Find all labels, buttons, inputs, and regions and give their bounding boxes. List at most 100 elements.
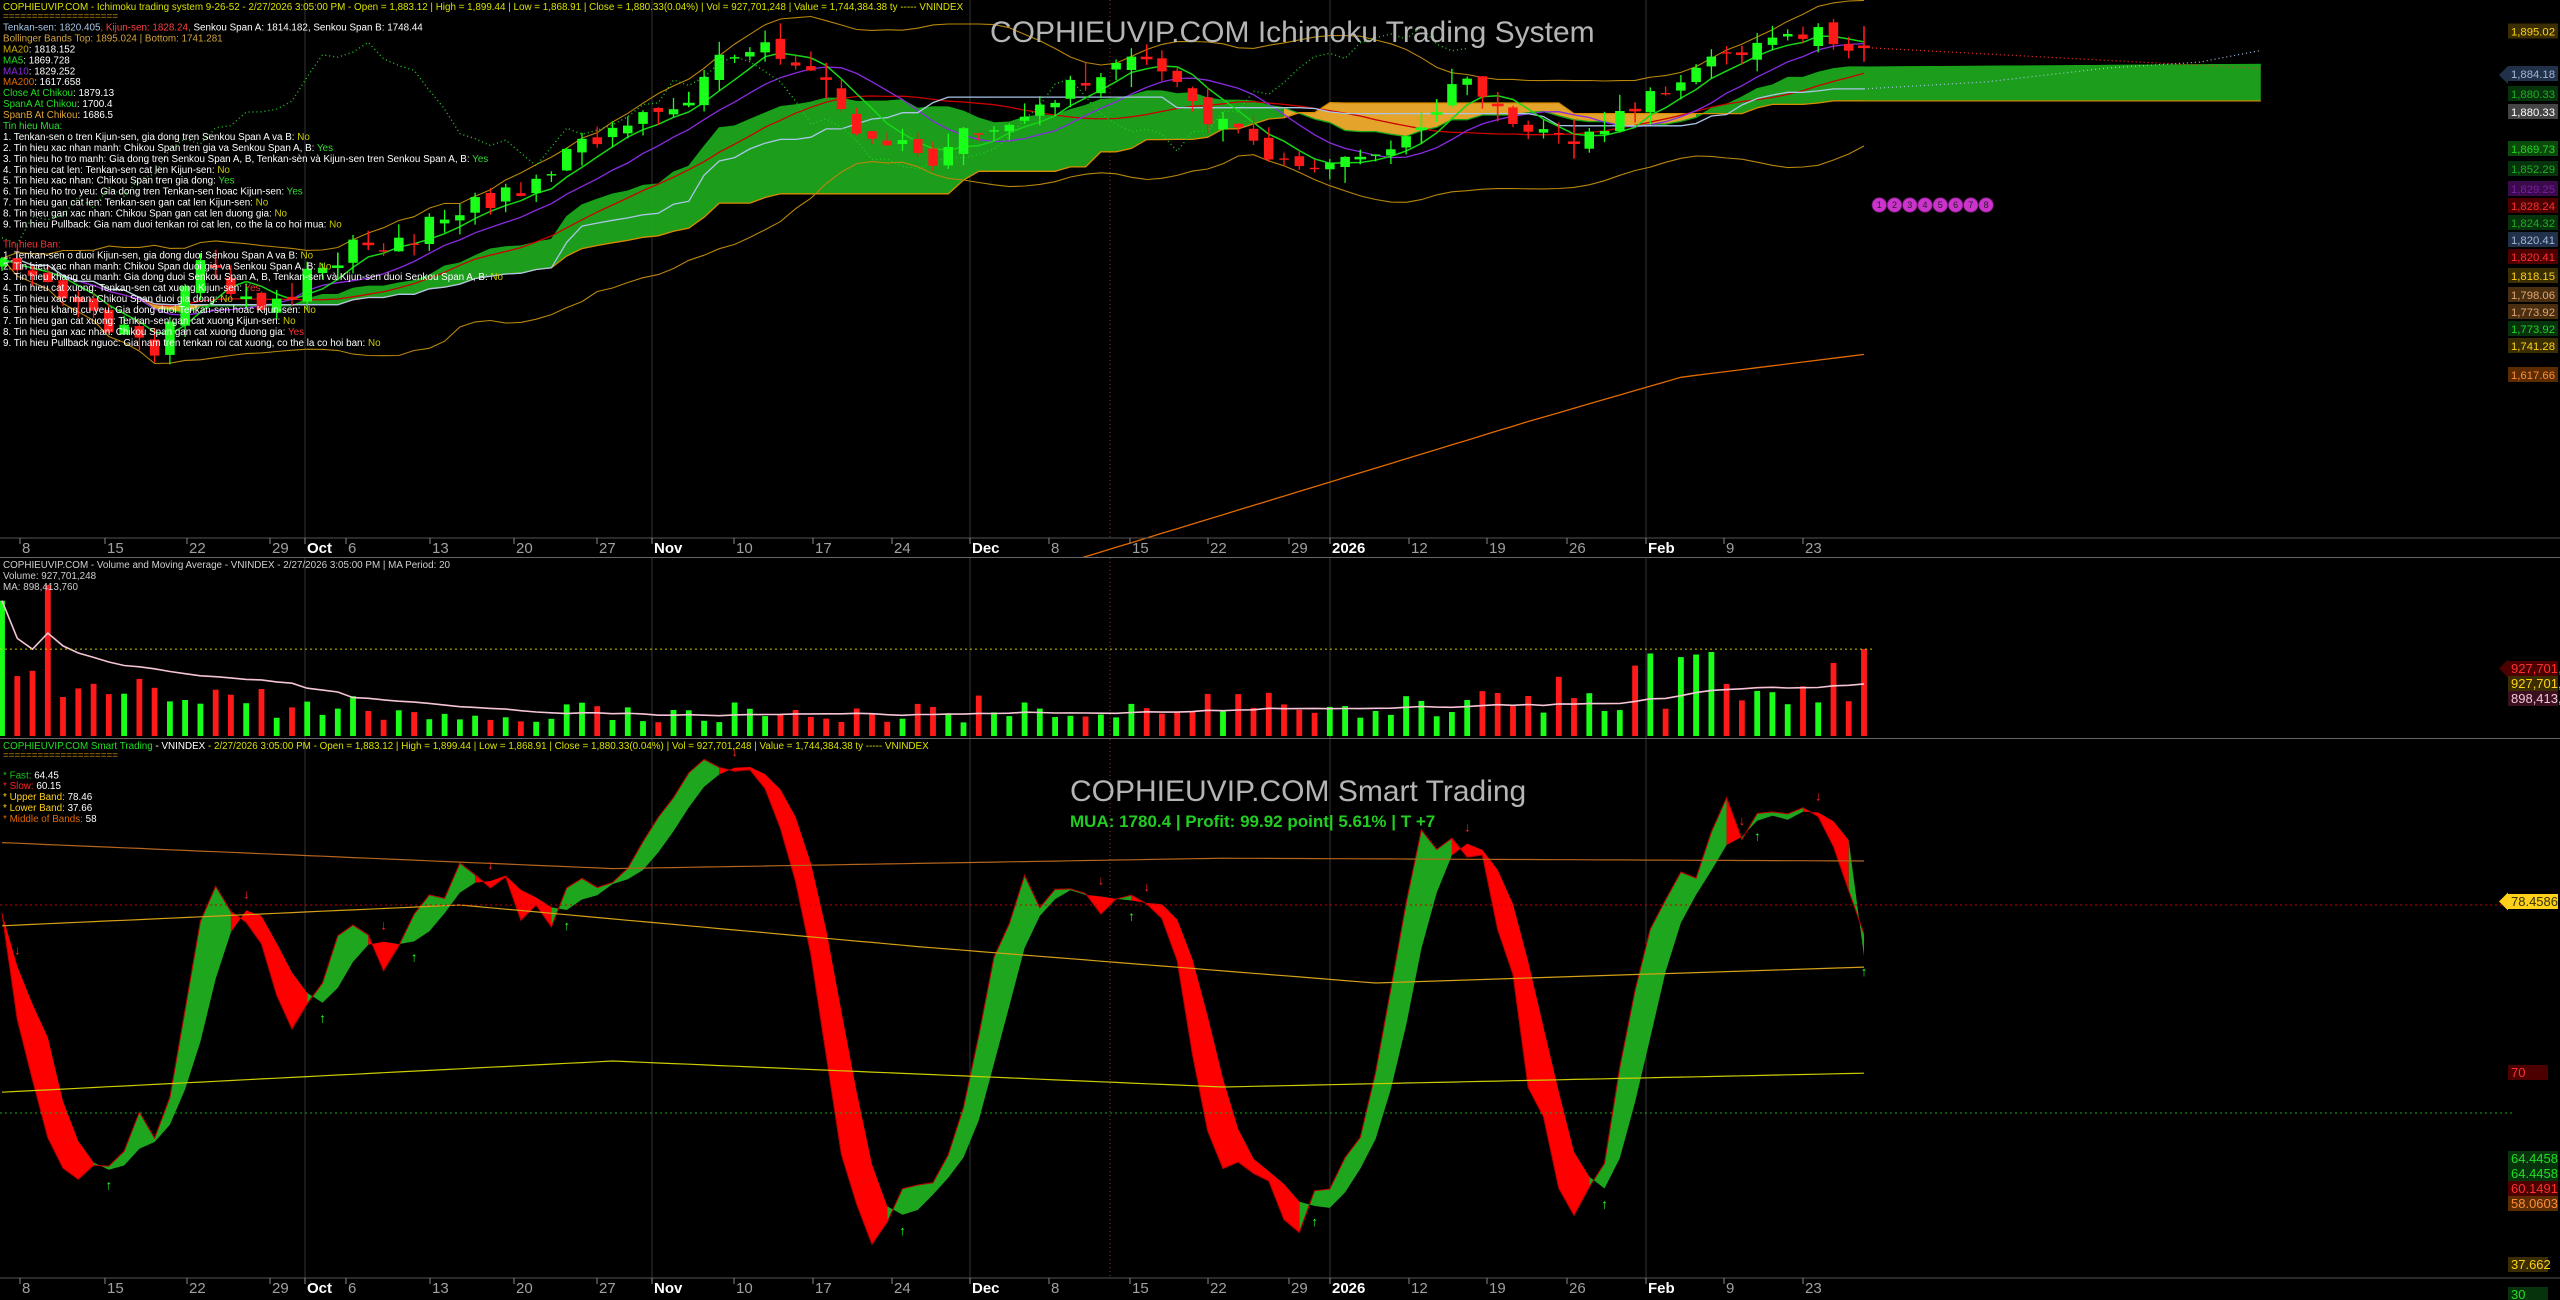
svg-text:29: 29 <box>1291 1280 1308 1297</box>
svg-text:COPHIEUVIP.COM Ichimoku Tradin: COPHIEUVIP.COM Ichimoku Trading System <box>990 16 1595 49</box>
svg-text:↓: ↓ <box>1815 789 1822 804</box>
svg-text:1,818.15: 1,818.15 <box>2511 271 2555 283</box>
svg-text:Feb: Feb <box>1648 540 1675 557</box>
svg-text:3. Tin hieu ho tro manh: Gia d: 3. Tin hieu ho tro manh: Gia dong tren S… <box>3 154 488 165</box>
svg-text:2: 2 <box>1892 200 1897 210</box>
svg-text:26: 26 <box>1569 540 1586 557</box>
svg-text:20: 20 <box>516 1280 533 1297</box>
svg-text:====================: ==================== <box>3 12 118 23</box>
svg-text:Close At Chikou: 1879.13: Close At Chikou: 1879.13 <box>3 88 115 99</box>
svg-text:↓: ↓ <box>380 918 387 933</box>
svg-text:====================: ==================== <box>3 751 118 762</box>
svg-text:↑: ↑ <box>899 1223 906 1238</box>
svg-text:4. Tin hieu cat len: Tenkan-se: 4. Tin hieu cat len: Tenkan-sen cat len … <box>3 165 230 176</box>
svg-text:2. Tin hieu xac nhan manh: Chi: 2. Tin hieu xac nhan manh: Chikou Span d… <box>3 261 332 272</box>
svg-text:SpanB At Chikou: 1686.5: SpanB At Chikou: 1686.5 <box>3 110 114 121</box>
svg-text:17: 17 <box>815 540 832 557</box>
svg-text:27: 27 <box>599 540 616 557</box>
svg-text:Feb: Feb <box>1648 1280 1675 1297</box>
svg-text:5: 5 <box>1938 200 1943 210</box>
svg-text:Oct: Oct <box>307 1280 332 1297</box>
svg-text:12: 12 <box>1411 1280 1428 1297</box>
svg-text:1,820.41: 1,820.41 <box>2511 235 2555 247</box>
svg-text:1,828.24: 1,828.24 <box>2511 201 2555 213</box>
svg-text:Tenkan-sen: 1820.405, Kijun-se: Tenkan-sen: 1820.405, Kijun-sen: 1828.24… <box>3 23 423 34</box>
svg-text:5. Tin hieu xac nhan: Chikou S: 5. Tin hieu xac nhan: Chikou Span tren g… <box>3 176 235 187</box>
svg-text:1,741.28: 1,741.28 <box>2511 341 2555 353</box>
svg-text:Tin hieu Ban:: Tin hieu Ban: <box>3 239 61 250</box>
svg-text:927,701,: 927,701, <box>2511 676 2560 691</box>
svg-text:Bollinger Bands Top: 1895.024: Bollinger Bands Top: 1895.024 | Bottom: … <box>3 34 223 45</box>
svg-text:927,701,: 927,701, <box>2511 661 2560 676</box>
svg-text:* Middle of Bands: 58: * Middle of Bands: 58 <box>3 814 97 825</box>
svg-text:22: 22 <box>189 540 206 557</box>
svg-text:1. Tenkan-sen o duoi Kijun-sen: 1. Tenkan-sen o duoi Kijun-sen, gia dong… <box>3 250 314 261</box>
svg-text:64.4458: 64.4458 <box>2511 1151 2558 1166</box>
svg-text:1,852.29: 1,852.29 <box>2511 164 2555 176</box>
svg-text:8: 8 <box>22 540 30 557</box>
svg-text:19: 19 <box>1489 540 1506 557</box>
svg-text:↑: ↑ <box>1311 1214 1318 1229</box>
svg-text:MA: 898,413,760: MA: 898,413,760 <box>3 582 79 593</box>
svg-text:58.0603: 58.0603 <box>2511 1196 2558 1211</box>
svg-text:37.662: 37.662 <box>2511 1257 2551 1272</box>
svg-text:↑: ↑ <box>563 918 570 933</box>
svg-text:MUA: 1780.4 | Profit: 99.92 p: MUA: 1780.4 | Profit: 99.92 point| 5.61%… <box>1070 812 1435 831</box>
svg-text:↑: ↑ <box>106 1178 113 1193</box>
svg-text:19: 19 <box>1489 1280 1506 1297</box>
svg-text:MA200: 1617.658: MA200: 1617.658 <box>3 77 81 88</box>
svg-text:20: 20 <box>516 540 533 557</box>
svg-text:23: 23 <box>1805 540 1822 557</box>
svg-text:7. Tin hieu gan cat xuong: Ten: 7. Tin hieu gan cat xuong: Tenkan-sen ga… <box>3 316 296 327</box>
svg-text:15: 15 <box>1132 540 1149 557</box>
svg-text:* Upper Band: 78.46: * Upper Band: 78.46 <box>3 792 93 803</box>
svg-text:1: 1 <box>1877 200 1882 210</box>
svg-text:Volume: 927,701,248: Volume: 927,701,248 <box>3 571 97 582</box>
svg-text:27: 27 <box>599 1280 616 1297</box>
svg-text:22: 22 <box>1210 540 1227 557</box>
svg-text:1,829.25: 1,829.25 <box>2511 184 2555 196</box>
svg-text:2. Tin hieu xac nhan manh: Chi: 2. Tin hieu xac nhan manh: Chikou Span t… <box>3 143 333 154</box>
svg-text:8. Tin hieu gan xac nhan: Chik: 8. Tin hieu gan xac nhan: Chikou Span ga… <box>3 327 304 338</box>
svg-text:↑: ↑ <box>1601 1197 1608 1212</box>
svg-text:1,820.41: 1,820.41 <box>2511 252 2555 264</box>
svg-text:8: 8 <box>1051 1280 1059 1297</box>
svg-text:10: 10 <box>736 1280 753 1297</box>
svg-text:2026: 2026 <box>1332 1280 1365 1297</box>
svg-text:22: 22 <box>1210 1280 1227 1297</box>
svg-text:1,773.92: 1,773.92 <box>2511 324 2555 336</box>
svg-text:↓: ↓ <box>243 886 250 901</box>
svg-text:COPHIEUVIP.COM Smart Trading: COPHIEUVIP.COM Smart Trading <box>1070 775 1526 808</box>
svg-text:1,869.73: 1,869.73 <box>2511 144 2555 156</box>
svg-text:Nov: Nov <box>654 1280 683 1297</box>
svg-text:9: 9 <box>1726 1280 1734 1297</box>
svg-text:↓: ↓ <box>1143 879 1150 894</box>
svg-text:15: 15 <box>107 1280 124 1297</box>
svg-text:9. Tin hieu Pullback nguoc: Gi: 9. Tin hieu Pullback nguoc: Gia nam tren… <box>3 338 381 349</box>
svg-text:↓: ↓ <box>1739 813 1746 828</box>
svg-text:64.4458: 64.4458 <box>2511 1166 2558 1181</box>
svg-text:29: 29 <box>1291 540 1308 557</box>
svg-text:7: 7 <box>1968 200 1973 210</box>
svg-text:12: 12 <box>1411 540 1428 557</box>
svg-text:78.4586: 78.4586 <box>2511 894 2558 909</box>
svg-text:8. Tin hieu gan xac nhan: Chik: 8. Tin hieu gan xac nhan: Chikou Span ga… <box>3 209 288 220</box>
svg-text:COPHIEUVIP.COM - Ichimoku trad: COPHIEUVIP.COM - Ichimoku trading system… <box>3 2 964 13</box>
svg-text:Tin hieu Mua:: Tin hieu Mua: <box>3 121 62 132</box>
svg-text:9: 9 <box>1726 540 1734 557</box>
svg-text:6. Tin hieu ho tro yeu: Gia do: 6. Tin hieu ho tro yeu: Gia dong tren Te… <box>3 187 303 198</box>
svg-text:* Lower Band: 37.66: * Lower Band: 37.66 <box>3 803 93 814</box>
svg-text:8: 8 <box>1984 200 1989 210</box>
svg-text:60.1491: 60.1491 <box>2511 1181 2558 1196</box>
svg-text:1,895.02: 1,895.02 <box>2511 27 2555 39</box>
svg-text:1,824.32: 1,824.32 <box>2511 218 2555 230</box>
svg-text:Oct: Oct <box>307 540 332 557</box>
svg-text:1,617.66: 1,617.66 <box>2511 370 2555 382</box>
svg-text:898,413,: 898,413, <box>2511 691 2560 706</box>
svg-text:24: 24 <box>894 540 911 557</box>
svg-text:13: 13 <box>432 540 449 557</box>
svg-text:↑: ↑ <box>1128 909 1135 924</box>
svg-text:4. Tin hieu cat xuong: Tenkan-: 4. Tin hieu cat xuong: Tenkan-sen cat xu… <box>3 283 261 294</box>
svg-text:↓: ↓ <box>1098 873 1105 888</box>
svg-text:↑: ↑ <box>1754 829 1761 844</box>
